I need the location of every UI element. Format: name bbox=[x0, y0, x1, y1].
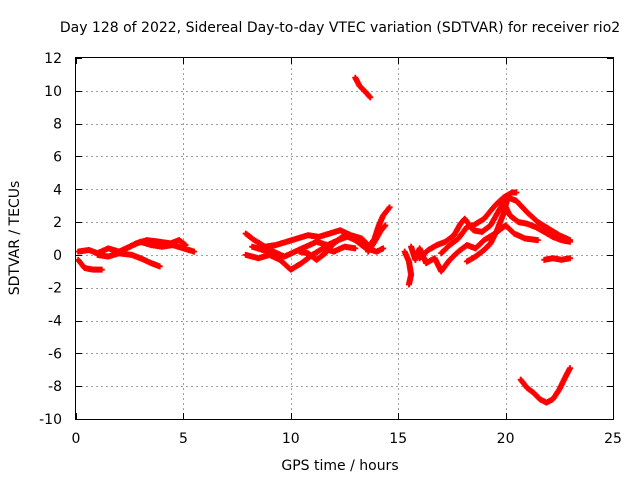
data-point bbox=[567, 365, 574, 372]
data-track bbox=[463, 194, 574, 265]
data-track bbox=[408, 222, 541, 275]
x-tick-label: 25 bbox=[604, 431, 622, 447]
data-point bbox=[98, 266, 105, 273]
y-tick-label: 2 bbox=[53, 215, 62, 231]
data-track bbox=[352, 74, 374, 101]
data-track bbox=[296, 232, 387, 263]
y-tick-label: -4 bbox=[48, 314, 62, 330]
data-track bbox=[120, 237, 189, 253]
chart-title: Day 128 of 2022, Sidereal Day-to-day VTE… bbox=[60, 20, 620, 36]
data-point bbox=[513, 189, 520, 196]
data-point bbox=[567, 255, 574, 262]
y-tick-labels: -10 -8 -6 -4 -2 0 2 4 6 8 10 12 bbox=[39, 51, 62, 428]
data-track bbox=[541, 255, 574, 263]
plot-frame bbox=[75, 57, 614, 420]
y-tick-label: -10 bbox=[39, 412, 62, 428]
x-tick-label: 20 bbox=[497, 431, 515, 447]
data-point bbox=[156, 263, 163, 270]
axis-ticks bbox=[76, 58, 614, 420]
y-tick-label: 12 bbox=[44, 51, 62, 67]
y-tick-label: -2 bbox=[48, 281, 62, 297]
data-point bbox=[191, 248, 198, 255]
data-track bbox=[94, 250, 163, 270]
x-tick-labels: 0 5 10 15 20 25 bbox=[72, 431, 622, 447]
y-tick-label: 4 bbox=[53, 182, 62, 198]
y-axis-title: SDTVAR / TECUs bbox=[7, 181, 23, 296]
data-point bbox=[405, 281, 412, 288]
data-track bbox=[401, 248, 415, 288]
data-track bbox=[517, 365, 574, 406]
x-tick-label: 15 bbox=[389, 431, 407, 447]
x-tick-label: 5 bbox=[179, 431, 188, 447]
y-tick-label: 6 bbox=[53, 149, 62, 165]
x-tick-label: 10 bbox=[282, 431, 300, 447]
y-tick-label: 0 bbox=[53, 248, 62, 264]
x-tick-label: 0 bbox=[72, 431, 81, 447]
data-point bbox=[182, 242, 189, 249]
y-tick-label: -6 bbox=[48, 346, 62, 362]
data-point bbox=[386, 204, 393, 211]
series-layer bbox=[75, 74, 574, 406]
y-tick-label: -8 bbox=[48, 379, 62, 395]
y-tick-label: 10 bbox=[44, 84, 62, 100]
data-track bbox=[75, 256, 105, 273]
data-track bbox=[438, 189, 520, 257]
data-point bbox=[534, 237, 541, 244]
data-track bbox=[365, 222, 389, 255]
x-axis-title: GPS time / hours bbox=[281, 458, 398, 474]
y-tick-label: 8 bbox=[53, 117, 62, 133]
data-point bbox=[380, 245, 387, 252]
data-point bbox=[382, 222, 389, 229]
data-track bbox=[242, 227, 372, 250]
series-sdtvar bbox=[75, 74, 574, 406]
data-point bbox=[567, 237, 574, 244]
data-point bbox=[352, 245, 359, 252]
data-point bbox=[367, 94, 374, 101]
